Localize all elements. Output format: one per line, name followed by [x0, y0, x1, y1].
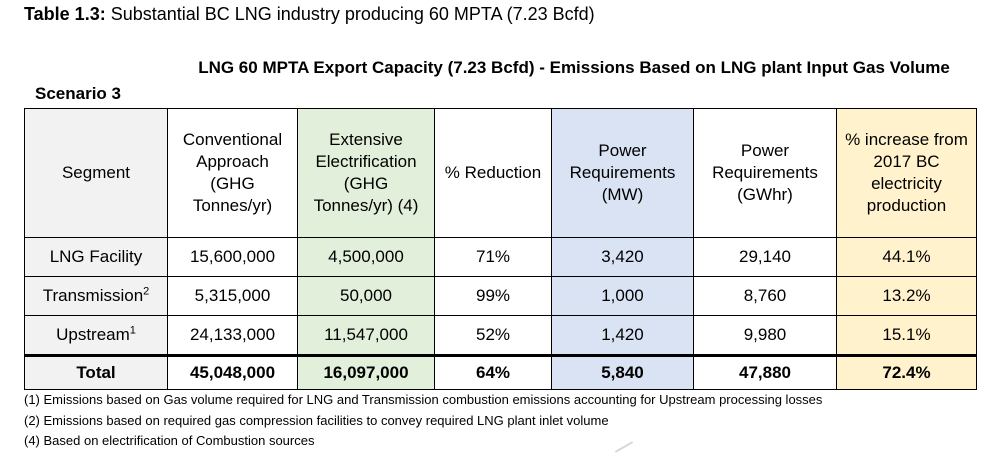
segment-cell: Transmission2 — [24, 276, 168, 316]
emissions-table: Segment Conventional Approach (GHG Tonne… — [24, 108, 977, 390]
header-row: Segment Conventional Approach (GHG Tonne… — [24, 108, 977, 238]
increase-cell: 44.1% — [836, 237, 977, 277]
power-mw-cell: 1,420 — [551, 315, 694, 356]
segment-label: Upstream — [56, 325, 130, 344]
col-header-power-mw: Power Requirements (MW) — [551, 108, 694, 238]
power-gwhr-cell: 9,980 — [693, 315, 837, 356]
table-label: Table 1.3: — [24, 4, 106, 24]
col-header-electrification: Extensive Electrification (GHG Tonnes/yr… — [297, 108, 435, 238]
table-row: Transmission2 5,315,000 50,000 99% 1,000… — [24, 276, 977, 316]
table-heading: LNG 60 MPTA Export Capacity (7.23 Bcfd) … — [198, 58, 950, 77]
increase-cell: 13.2% — [836, 276, 977, 316]
total-conventional: 45,048,000 — [167, 355, 298, 390]
total-row: Total 45,048,000 16,097,000 64% 5,840 47… — [24, 355, 977, 390]
footnote-4: (4) Based on electrification of Combusti… — [24, 433, 315, 448]
table-row: Upstream1 24,133,000 11,547,000 52% 1,42… — [24, 315, 977, 356]
conventional-cell: 24,133,000 — [167, 315, 298, 356]
segment-cell: LNG Facility — [24, 237, 168, 277]
col-header-power-gwhr: Power Requirements (GWhr) — [693, 108, 837, 238]
power-mw-cell: 1,000 — [551, 276, 694, 316]
electrification-cell: 11,547,000 — [297, 315, 435, 356]
table-title: Table 1.3: Substantial BC LNG industry p… — [24, 4, 595, 25]
col-header-reduction: % Reduction — [434, 108, 552, 238]
footnote-ref: 2 — [143, 285, 150, 298]
scenario-label: Scenario 3 — [35, 84, 121, 103]
conventional-cell: 5,315,000 — [167, 276, 298, 316]
segment-label: Transmission — [42, 286, 144, 305]
col-header-segment: Segment — [24, 108, 168, 238]
footnote-ref: 1 — [129, 324, 136, 337]
reduction-cell: 99% — [434, 276, 552, 316]
increase-cell: 15.1% — [836, 315, 977, 356]
reduction-cell: 71% — [434, 237, 552, 277]
power-gwhr-cell: 29,140 — [693, 237, 837, 277]
footnote-2: (2) Emissions based on required gas comp… — [24, 412, 609, 428]
total-electrification: 16,097,000 — [297, 355, 435, 390]
total-reduction: 64% — [434, 355, 552, 390]
total-power-mw: 5,840 — [551, 355, 694, 390]
segment-label: LNG Facility — [49, 247, 143, 266]
table-title-text: Substantial BC LNG industry producing 60… — [110, 4, 595, 24]
total-increase: 72.4% — [836, 355, 977, 390]
power-gwhr-cell: 8,760 — [693, 276, 837, 316]
total-label: Total — [24, 355, 168, 390]
electrification-cell: 4,500,000 — [297, 237, 435, 277]
conventional-cell: 15,600,000 — [167, 237, 298, 277]
reduction-cell: 52% — [434, 315, 552, 356]
col-header-conventional: Conventional Approach (GHG Tonnes/yr) — [167, 108, 298, 238]
footnotes: (1) Emissions based on Gas volume requir… — [24, 390, 822, 452]
col-header-increase: % increase from 2017 BC electricity prod… — [836, 108, 977, 238]
table-row: LNG Facility 15,600,000 4,500,000 71% 3,… — [24, 237, 977, 277]
total-power-gwhr: 47,880 — [693, 355, 837, 390]
segment-cell: Upstream1 — [24, 315, 168, 356]
electrification-cell: 50,000 — [297, 276, 435, 316]
footnote-1: (1) Emissions based on Gas volume requir… — [24, 392, 823, 407]
power-mw-cell: 3,420 — [551, 237, 694, 277]
